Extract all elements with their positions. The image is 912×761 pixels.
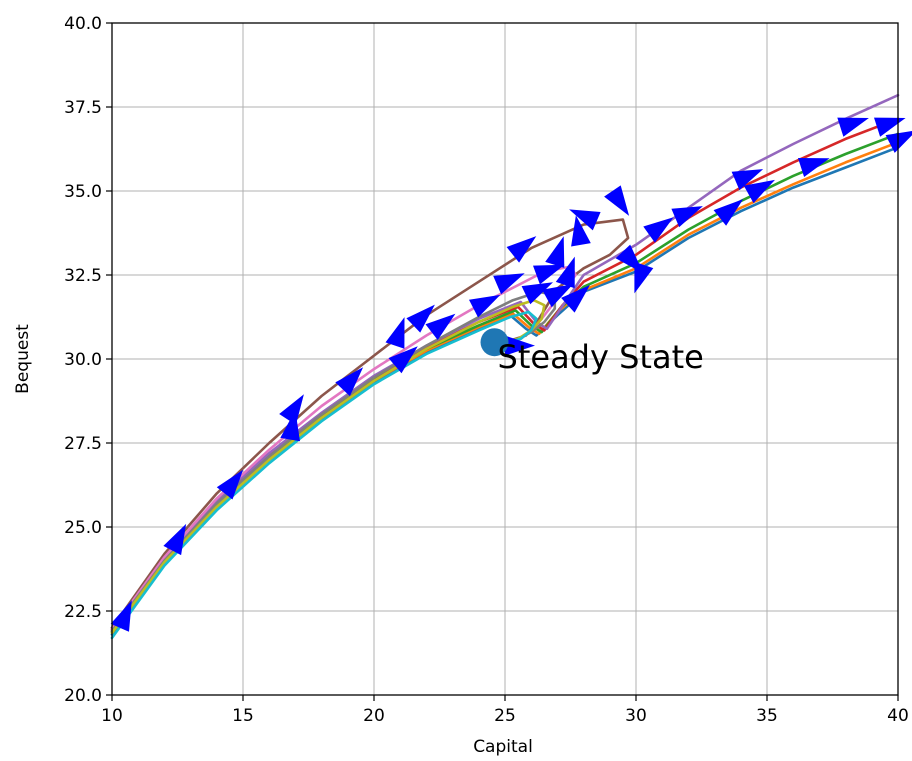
- direction-arrow: [837, 117, 869, 137]
- y-tick-label: 32.5: [64, 266, 102, 286]
- trajectory-line-10: [110, 310, 538, 640]
- direction-arrow: [604, 185, 630, 216]
- direction-arrow: [406, 304, 435, 333]
- y-tick-label: 30.0: [64, 350, 102, 370]
- direction-arrow: [216, 469, 244, 500]
- direction-arrow: [671, 206, 703, 228]
- direction-arrow: [506, 236, 537, 263]
- y-tick-label: 40.0: [64, 14, 102, 34]
- trajectory-line-8: [110, 290, 557, 633]
- axis-ticks: 10 15 20 25 30 35 40 20.0 22.5 25.0 27.5 30.0 32.5 35…: [64, 14, 909, 726]
- x-tick-label: 25: [494, 706, 516, 726]
- direction-arrow: [731, 169, 764, 191]
- direction-arrow: [885, 131, 912, 153]
- direction-arrow: [561, 285, 590, 313]
- direction-arrow: [388, 346, 418, 374]
- direction-arrow: [425, 313, 456, 340]
- y-tick-label: 35.0: [64, 182, 102, 202]
- direction-arrow: [569, 209, 601, 231]
- direction-arrow: [521, 282, 553, 305]
- direction-arrow: [643, 217, 674, 243]
- direction-arrow: [713, 199, 744, 226]
- steady-state-annotation: Steady State: [498, 338, 704, 376]
- y-axis-label: Bequest: [13, 324, 33, 394]
- direction-arrow: [335, 367, 364, 397]
- direction-arrow: [743, 179, 775, 204]
- direction-arrow: [634, 261, 654, 294]
- direction-arrow: [555, 256, 575, 289]
- direction-arrow: [542, 284, 574, 308]
- y-tick-label: 37.5: [64, 98, 102, 118]
- x-axis-label: Capital: [473, 737, 533, 757]
- direction-arrow: [505, 335, 535, 356]
- direction-arrow: [798, 158, 830, 177]
- direction-arrow: [571, 215, 591, 247]
- x-tick-label: 10: [101, 706, 123, 726]
- y-tick-label: 27.5: [64, 434, 102, 454]
- y-tick-label: 20.0: [64, 686, 102, 706]
- x-tick-label: 40: [887, 706, 909, 726]
- x-tick-label: 20: [363, 706, 385, 726]
- y-tick-label: 22.5: [64, 602, 102, 622]
- x-tick-label: 15: [232, 706, 254, 726]
- direction-arrow: [279, 394, 304, 425]
- direction-arrow: [493, 273, 525, 295]
- direction-arrow: [469, 294, 501, 318]
- steady-state-point: [480, 328, 509, 357]
- direction-arrow: [110, 600, 132, 632]
- y-tick-label: 25.0: [64, 518, 102, 538]
- steady-state-marker-layer: [480, 328, 509, 357]
- direction-arrow: [545, 236, 565, 268]
- x-tick-label: 30: [625, 706, 647, 726]
- direction-arrow: [533, 264, 565, 285]
- direction-arrow: [163, 523, 187, 556]
- x-tick-label: 35: [756, 706, 778, 726]
- direction-arrow: [385, 317, 405, 349]
